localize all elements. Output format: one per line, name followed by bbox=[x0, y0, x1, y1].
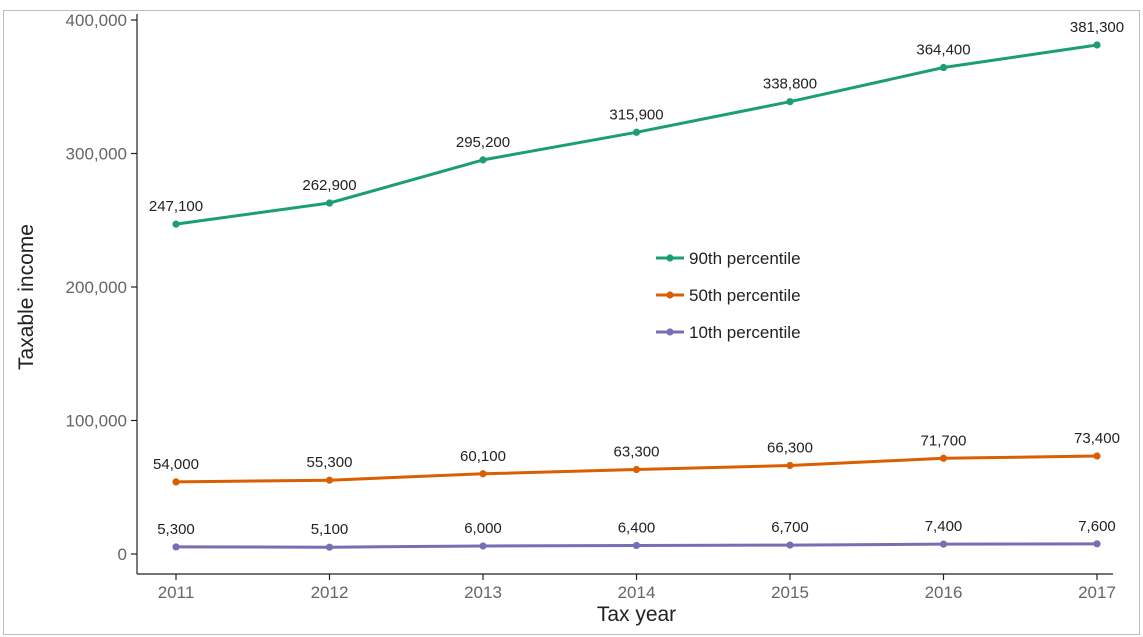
data-label: 6,700 bbox=[771, 519, 809, 536]
data-label: 66,300 bbox=[767, 439, 813, 456]
data-point bbox=[1093, 540, 1101, 548]
chart-frame bbox=[3, 10, 1140, 635]
data-label: 6,000 bbox=[464, 520, 502, 537]
y-tick-label: 100,000 bbox=[66, 412, 127, 431]
data-point bbox=[632, 465, 641, 474]
data-point bbox=[172, 478, 180, 486]
x-tick-label: 2016 bbox=[925, 583, 963, 602]
series-1: 54,000 55,300 60,100 63,300 66,300 71,700 73,4… bbox=[153, 430, 1120, 486]
data-label: 295,200 bbox=[456, 134, 510, 151]
data-label: 55,300 bbox=[307, 454, 353, 471]
data-point bbox=[325, 199, 334, 207]
x-axis-title: Tax year bbox=[597, 603, 676, 626]
data-label: 247,100 bbox=[149, 198, 203, 215]
data-label: 7,400 bbox=[925, 518, 963, 535]
x-tick-label: 2012 bbox=[311, 583, 349, 602]
y-tick-label: 300,000 bbox=[66, 145, 127, 164]
data-point bbox=[786, 98, 794, 106]
legend-marker bbox=[666, 254, 674, 262]
data-label: 63,300 bbox=[614, 443, 660, 460]
data-point bbox=[172, 543, 180, 551]
data-label: 71,700 bbox=[921, 432, 967, 449]
legend-item: 10th percentile bbox=[656, 323, 801, 342]
legend-label: 10th percentile bbox=[689, 323, 801, 342]
y-tick-label: 0 bbox=[118, 545, 127, 564]
data-point bbox=[632, 541, 641, 550]
data-point bbox=[1093, 452, 1101, 460]
data-point bbox=[939, 540, 948, 548]
data-point bbox=[939, 63, 948, 72]
data-label: 381,300 bbox=[1070, 19, 1124, 36]
x-tick-label: 2017 bbox=[1078, 583, 1116, 602]
legend: 90th percentile 50th percentile 10th perce… bbox=[656, 249, 801, 342]
data-point bbox=[786, 541, 794, 549]
data-point bbox=[479, 470, 487, 478]
y-tick-label: 400,000 bbox=[66, 11, 127, 30]
y-axis-title: Taxable income bbox=[15, 224, 38, 370]
data-label: 262,900 bbox=[302, 177, 356, 194]
data-point bbox=[1093, 41, 1101, 49]
series-layer: 247,100 262,900 295,200 315,900 338,800 364,4… bbox=[149, 19, 1124, 551]
data-point bbox=[325, 476, 334, 484]
data-point bbox=[632, 128, 641, 136]
series-0: 247,100 262,900 295,200 315,900 338,800 364,4… bbox=[149, 19, 1124, 228]
axes: 0 100,000 200,000 300,000 400,000 2011 2012 201… bbox=[66, 11, 1116, 602]
data-label: 7,600 bbox=[1078, 518, 1116, 535]
data-label: 6,400 bbox=[618, 519, 656, 536]
x-tick-label: 2014 bbox=[618, 583, 656, 602]
data-label: 5,100 bbox=[311, 521, 349, 538]
data-point bbox=[479, 542, 487, 550]
data-label: 54,000 bbox=[153, 456, 199, 473]
legend-item: 90th percentile bbox=[656, 249, 801, 268]
series-2: 5,300 5,100 6,000 6,400 6,700 7,400 7,600 bbox=[157, 518, 1116, 551]
x-tick-label: 2011 bbox=[158, 583, 195, 602]
data-label: 315,900 bbox=[609, 106, 663, 123]
data-point bbox=[786, 461, 794, 470]
data-point bbox=[939, 454, 948, 462]
y-tick-label: 200,000 bbox=[66, 278, 127, 297]
legend-label: 90th percentile bbox=[689, 249, 801, 268]
data-label: 60,100 bbox=[460, 448, 506, 465]
data-label: 73,400 bbox=[1074, 430, 1120, 447]
data-label: 5,300 bbox=[157, 521, 195, 538]
x-tick-label: 2015 bbox=[771, 583, 809, 602]
x-tick-label: 2013 bbox=[464, 583, 502, 602]
legend-item: 50th percentile bbox=[656, 286, 801, 305]
legend-marker bbox=[666, 328, 674, 336]
data-point bbox=[479, 156, 487, 164]
data-label: 338,800 bbox=[763, 76, 817, 93]
legend-marker bbox=[666, 291, 674, 299]
data-point bbox=[325, 543, 334, 551]
data-point bbox=[172, 220, 180, 228]
legend-label: 50th percentile bbox=[689, 286, 801, 305]
data-label: 364,400 bbox=[916, 42, 970, 59]
